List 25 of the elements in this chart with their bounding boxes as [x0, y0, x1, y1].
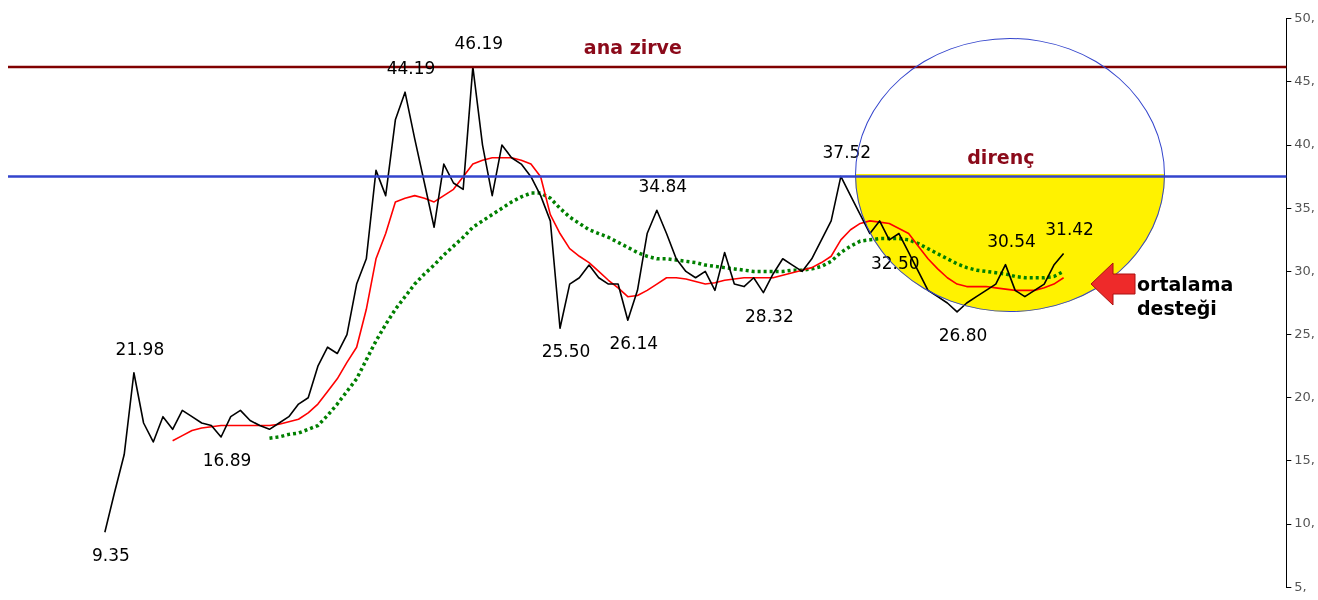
data-label: 9.35	[91, 545, 130, 566]
data-label: 26.14	[609, 333, 659, 354]
y-tick-label: 50,	[1294, 10, 1316, 26]
y-tick-label: 5,	[1294, 578, 1307, 594]
data-label: 21.98	[115, 338, 165, 359]
data-label: 34.84	[638, 176, 688, 197]
y-tick-label: 20,	[1294, 389, 1316, 405]
data-label: 26.80	[938, 324, 988, 345]
data-label: 31.42	[1045, 219, 1094, 240]
data-label: 30.54	[987, 230, 1036, 251]
data-label: 28.32	[745, 305, 794, 326]
ref-line-label: ana zirve	[583, 36, 682, 59]
y-tick-label: 35,	[1294, 199, 1316, 215]
data-label: 37.52	[822, 142, 872, 163]
y-tick-label: 40,	[1294, 136, 1316, 152]
y-tick-label: 45,	[1294, 73, 1316, 89]
annotation: ortalama desteği	[1137, 272, 1235, 320]
y-tick-label: 25,	[1294, 325, 1316, 341]
data-label: 16.89	[202, 449, 252, 470]
data-label: 25.50	[541, 341, 591, 362]
y-tick-label: 30,	[1294, 262, 1316, 278]
data-label: 46.19	[454, 32, 504, 53]
y-tick-label: 15,	[1294, 452, 1316, 468]
y-tick-label: 10,	[1294, 515, 1316, 531]
ref-line-label: direnç	[967, 145, 1035, 168]
